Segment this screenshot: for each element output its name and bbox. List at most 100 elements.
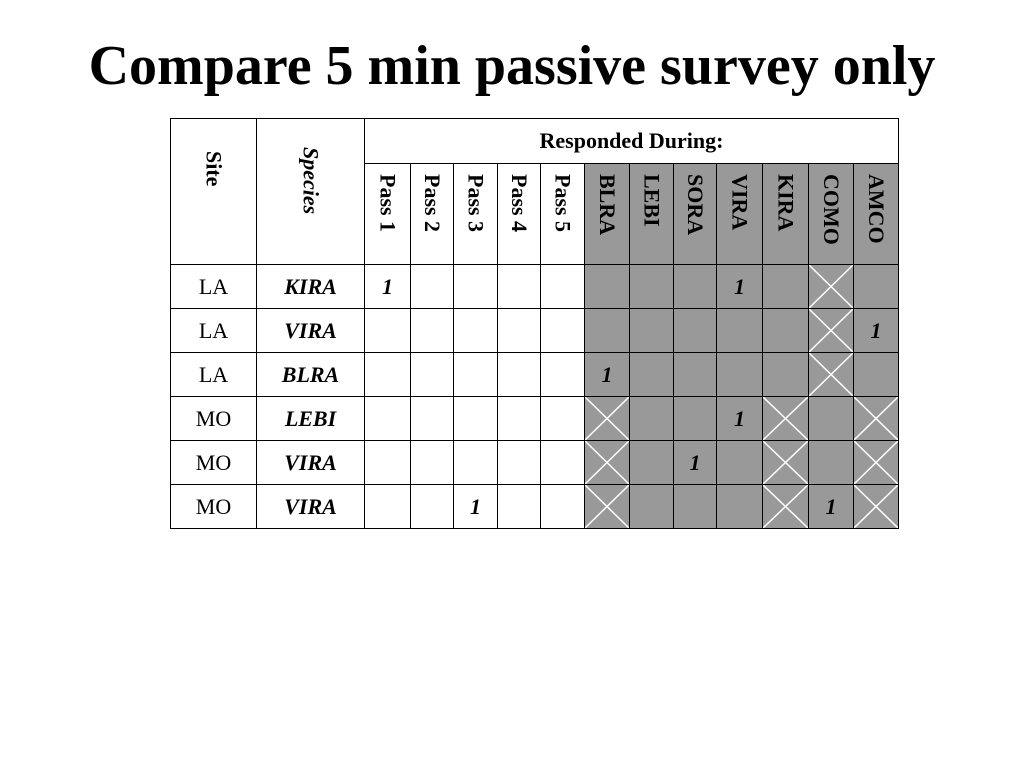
- cross-out-icon: [585, 485, 629, 528]
- column-header-label: Pass 1: [375, 174, 401, 233]
- table-row: MO VIRA 1: [170, 440, 899, 485]
- response-cell: 1: [673, 440, 717, 485]
- cross-out-icon: [585, 441, 629, 484]
- empty-cell: [410, 352, 454, 397]
- not-applicable-cell: [584, 396, 630, 441]
- empty-cell: [629, 484, 674, 529]
- empty-cell: [497, 352, 541, 397]
- empty-cell: [808, 396, 854, 441]
- site-cell: LA: [170, 308, 257, 353]
- empty-cell: [497, 264, 541, 309]
- response-cell: 1: [453, 484, 498, 529]
- empty-cell: [584, 308, 630, 353]
- empty-cell: [364, 308, 411, 353]
- empty-cell: [453, 264, 498, 309]
- empty-cell: [540, 352, 585, 397]
- column-header-como: COMO: [808, 163, 854, 265]
- empty-cell: [853, 352, 899, 397]
- column-header-label: Pass 3: [463, 174, 489, 233]
- not-applicable-cell: [584, 440, 630, 485]
- cross-out-icon: [809, 353, 853, 396]
- cross-out-icon: [854, 397, 898, 440]
- column-header-pass-4: Pass 4: [497, 163, 541, 265]
- not-applicable-cell: [853, 396, 899, 441]
- column-header-label: BLRA: [595, 174, 620, 236]
- table-row: LA VIRA 1: [170, 308, 899, 353]
- cross-out-icon: [763, 441, 808, 484]
- cross-out-icon: [854, 485, 898, 528]
- cross-out-icon: [763, 485, 808, 528]
- cross-out-icon: [854, 441, 898, 484]
- site-cell: MO: [170, 440, 257, 485]
- responded-during-header: Responded During:: [364, 118, 899, 164]
- cross-out-icon: [763, 397, 808, 440]
- empty-cell: [673, 264, 717, 309]
- empty-cell: [629, 308, 674, 353]
- empty-cell: [410, 484, 454, 529]
- not-applicable-cell: [808, 308, 854, 353]
- empty-cell: [808, 440, 854, 485]
- column-header-label: VIRA: [727, 174, 753, 231]
- site-cell: MO: [170, 396, 257, 441]
- empty-cell: [629, 264, 674, 309]
- not-applicable-cell: [808, 264, 854, 309]
- column-header-pass-1: Pass 1: [364, 163, 411, 265]
- not-applicable-cell: [762, 396, 809, 441]
- column-header-label: Pass 2: [420, 174, 445, 233]
- column-header-pass-5: Pass 5: [540, 163, 585, 265]
- cross-out-icon: [809, 309, 853, 352]
- empty-cell: [540, 396, 585, 441]
- empty-cell: [410, 264, 454, 309]
- empty-cell: [762, 264, 809, 309]
- empty-cell: [364, 440, 411, 485]
- empty-cell: [629, 396, 674, 441]
- species-header-label: Species: [298, 147, 324, 215]
- site-header-label: Site: [201, 151, 227, 187]
- empty-cell: [629, 352, 674, 397]
- column-header-label: SORA: [683, 174, 708, 236]
- empty-cell: [364, 484, 411, 529]
- empty-cell: [853, 264, 899, 309]
- response-cell: 1: [808, 484, 854, 529]
- not-applicable-cell: [808, 352, 854, 397]
- column-header-vira: VIRA: [716, 163, 763, 265]
- empty-cell: [716, 308, 763, 353]
- survey-table: Site Species Responded During: Pass 1 Pas…: [170, 118, 899, 529]
- table-row: LA BLRA 1: [170, 352, 899, 397]
- empty-cell: [453, 352, 498, 397]
- empty-cell: [584, 264, 630, 309]
- response-cell: 1: [716, 264, 763, 309]
- table-row: LA KIRA 1 1: [170, 264, 899, 309]
- site-cell: MO: [170, 484, 257, 529]
- species-cell: VIRA: [256, 484, 365, 529]
- table-row: MO VIRA 1 1: [170, 484, 899, 529]
- empty-cell: [716, 484, 763, 529]
- column-header-amco: AMCO: [853, 163, 899, 265]
- not-applicable-cell: [584, 484, 630, 529]
- column-header-label: COMO: [819, 174, 844, 245]
- not-applicable-cell: [762, 440, 809, 485]
- slide-title: Compare 5 min passive survey only: [88, 35, 936, 97]
- empty-cell: [673, 396, 717, 441]
- empty-cell: [673, 352, 717, 397]
- empty-cell: [497, 440, 541, 485]
- empty-cell: [453, 396, 498, 441]
- empty-cell: [540, 264, 585, 309]
- empty-cell: [410, 308, 454, 353]
- species-cell: BLRA: [256, 352, 365, 397]
- empty-cell: [762, 352, 809, 397]
- empty-cell: [762, 308, 809, 353]
- empty-cell: [716, 440, 763, 485]
- response-cell: 1: [716, 396, 763, 441]
- not-applicable-cell: [853, 484, 899, 529]
- column-header-label: Pass 4: [507, 174, 532, 233]
- site-header: Site: [170, 118, 257, 265]
- column-header-pass-3: Pass 3: [453, 163, 498, 265]
- empty-cell: [364, 396, 411, 441]
- response-cell: 1: [364, 264, 411, 309]
- species-cell: VIRA: [256, 308, 365, 353]
- response-cell: 1: [584, 352, 630, 397]
- empty-cell: [410, 396, 454, 441]
- cross-out-icon: [585, 397, 629, 440]
- empty-cell: [540, 484, 585, 529]
